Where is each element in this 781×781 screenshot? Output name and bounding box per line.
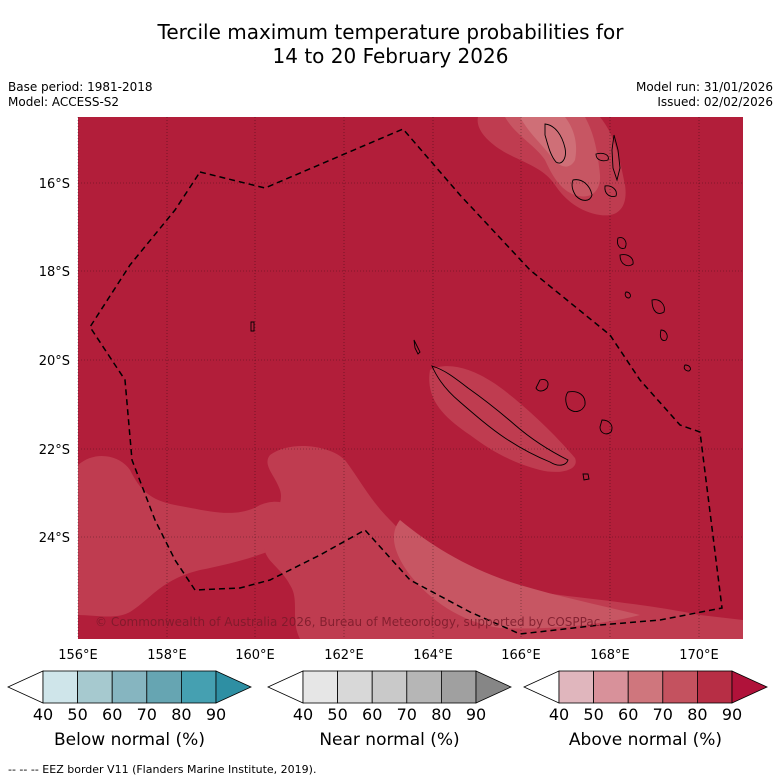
lon-label-162e: 162°E [324,648,364,663]
new-caledonia-grande-terre [431,365,569,466]
colorbar-above-normal: 40 50 60 70 80 90 [523,670,768,724]
maewo-pentecost [611,134,621,182]
colorbar-near-segment-80-90 [440,670,477,704]
landmasses [250,123,691,481]
islet-east [683,364,691,372]
lon-label-158e: 158°E [147,648,187,663]
colorbar-above-segment-80-90 [697,670,733,704]
eez-legend-note: -- -- -- EEZ border V11 (Flanders Marine… [8,763,317,776]
lat-label-16s: 16°S [39,177,70,192]
colorbar-above-right-arrow [731,670,768,704]
efate [604,185,617,197]
colorbar-below-title: Below normal (%) [54,730,205,750]
colorbar-below-segment-40-50 [42,670,78,704]
colorbar-near-normal: 40 50 60 70 80 90 [267,670,512,724]
issued-date: Issued: 02/02/2026 [657,95,773,109]
base-period: Base period: 1981-2018 [8,80,153,94]
shade-south-central [264,445,743,639]
lon-label-156e: 156°E [58,648,98,663]
colorbar-near-title: Near normal (%) [319,730,460,750]
colorbar-near-right-arrow [475,670,512,704]
colorbar-above-tick-80: 80 [687,705,707,724]
map-title-line1: Tercile maximum temperature probabilitie… [157,20,624,44]
colorbar-below-left-arrow [7,670,44,704]
gridlines [77,117,743,639]
hunter-matthew-1 [651,299,665,314]
aneityum [624,291,631,299]
colorbar-above-tick-50: 50 [583,705,603,724]
shade-southeast-core [393,520,640,629]
colorbar-above-segment-50-60 [593,670,629,704]
espiritu-santo [544,123,566,164]
lon-label-168e: 168°E [590,648,630,663]
colorbar-below-segment-60-70 [111,670,148,704]
meta-right: Model run: 31/01/2026 Issued: 02/02/2026 [636,80,773,110]
colorbar-near-segment-60-70 [371,670,408,704]
colorbar-above-segment-60-70 [627,670,664,704]
lon-label-170e: 170°E [679,648,719,663]
longitude-axis: 156°E 158°E 160°E 162°E 164°E 166°E 168°… [58,648,719,663]
model-run: Model run: 31/01/2026 [635,80,773,94]
colorbar-above-tick-90: 90 [722,705,742,724]
colorbar-near-segment-50-60 [337,670,373,704]
isle-of-pines [582,473,590,481]
hunter-matthew-2 [659,329,668,341]
colorbar-above-title: Above normal (%) [568,730,723,750]
belep-islands [413,339,421,355]
eez-border [89,128,723,635]
colorbar-below-segment-50-60 [77,670,113,704]
colorbar-below-tick-40: 40 [33,705,53,724]
colorbar-above-segment-70-80 [662,670,698,704]
colorbar-below-normal: 40 50 60 70 80 90 [7,670,252,724]
colorbar-near-tick-80: 80 [431,705,451,724]
lon-label-164e: 164°E [413,648,453,663]
colorbar-below-tick-90: 90 [206,705,226,724]
ouvea-island [535,379,549,392]
chesterfield-reef-1 [250,321,255,332]
map-copyright: © Commonwealth of Australia 2026, Bureau… [95,615,600,629]
shade-southwest [78,455,300,617]
colorbar-below-segment-80-90 [180,670,217,704]
colorbar-below-tick-60: 60 [102,705,122,724]
map-title-line2: 14 to 20 February 2026 [272,44,509,68]
meta-left: Base period: 1981-2018 Model: ACCESS-S2 [8,80,153,110]
colorbar-below-tick-50: 50 [67,705,87,724]
colorbar-near-tick-40: 40 [293,705,313,724]
colorbar-near-tick-60: 60 [362,705,382,724]
latitude-axis: 16°S 18°S 20°S 22°S 24°S [39,177,70,546]
lon-label-160e: 160°E [235,648,275,663]
mare-island [599,419,613,435]
colorbar-near-segment-40-50 [302,670,338,704]
colorbar-below-right-arrow [215,670,252,704]
malakula [571,179,593,201]
colorbar-below-tick-70: 70 [137,705,157,724]
tanna [619,254,634,267]
lat-label-24s: 24°S [39,531,70,546]
lat-label-22s: 22°S [39,443,70,458]
colorbar-above-left-arrow [523,670,560,704]
colorbar-near-left-arrow [267,670,304,704]
colorbar-near-segment-70-80 [406,670,442,704]
lat-label-18s: 18°S [39,265,70,280]
colorbar-below-segment-70-80 [146,670,182,704]
colorbar-near-tick-50: 50 [327,705,347,724]
colorbar-above-tick-40: 40 [549,705,569,724]
colorbar-above-segment-40-50 [558,670,594,704]
colorbar-above-tick-60: 60 [618,705,638,724]
colorbar-below-tick-80: 80 [171,705,191,724]
shade-vanuatu-inner [520,117,577,167]
lifou-island [565,391,586,412]
lon-label-166e: 166°E [501,648,541,663]
lat-label-20s: 20°S [39,354,70,369]
colorbar-near-tick-70: 70 [397,705,417,724]
erromango [617,237,627,249]
colorbar-above-tick-70: 70 [653,705,673,724]
shade-newcaledonia [429,366,576,472]
colorbar-near-tick-90: 90 [466,705,486,724]
model-name: Model: ACCESS-S2 [8,95,120,109]
ambae [595,152,609,162]
